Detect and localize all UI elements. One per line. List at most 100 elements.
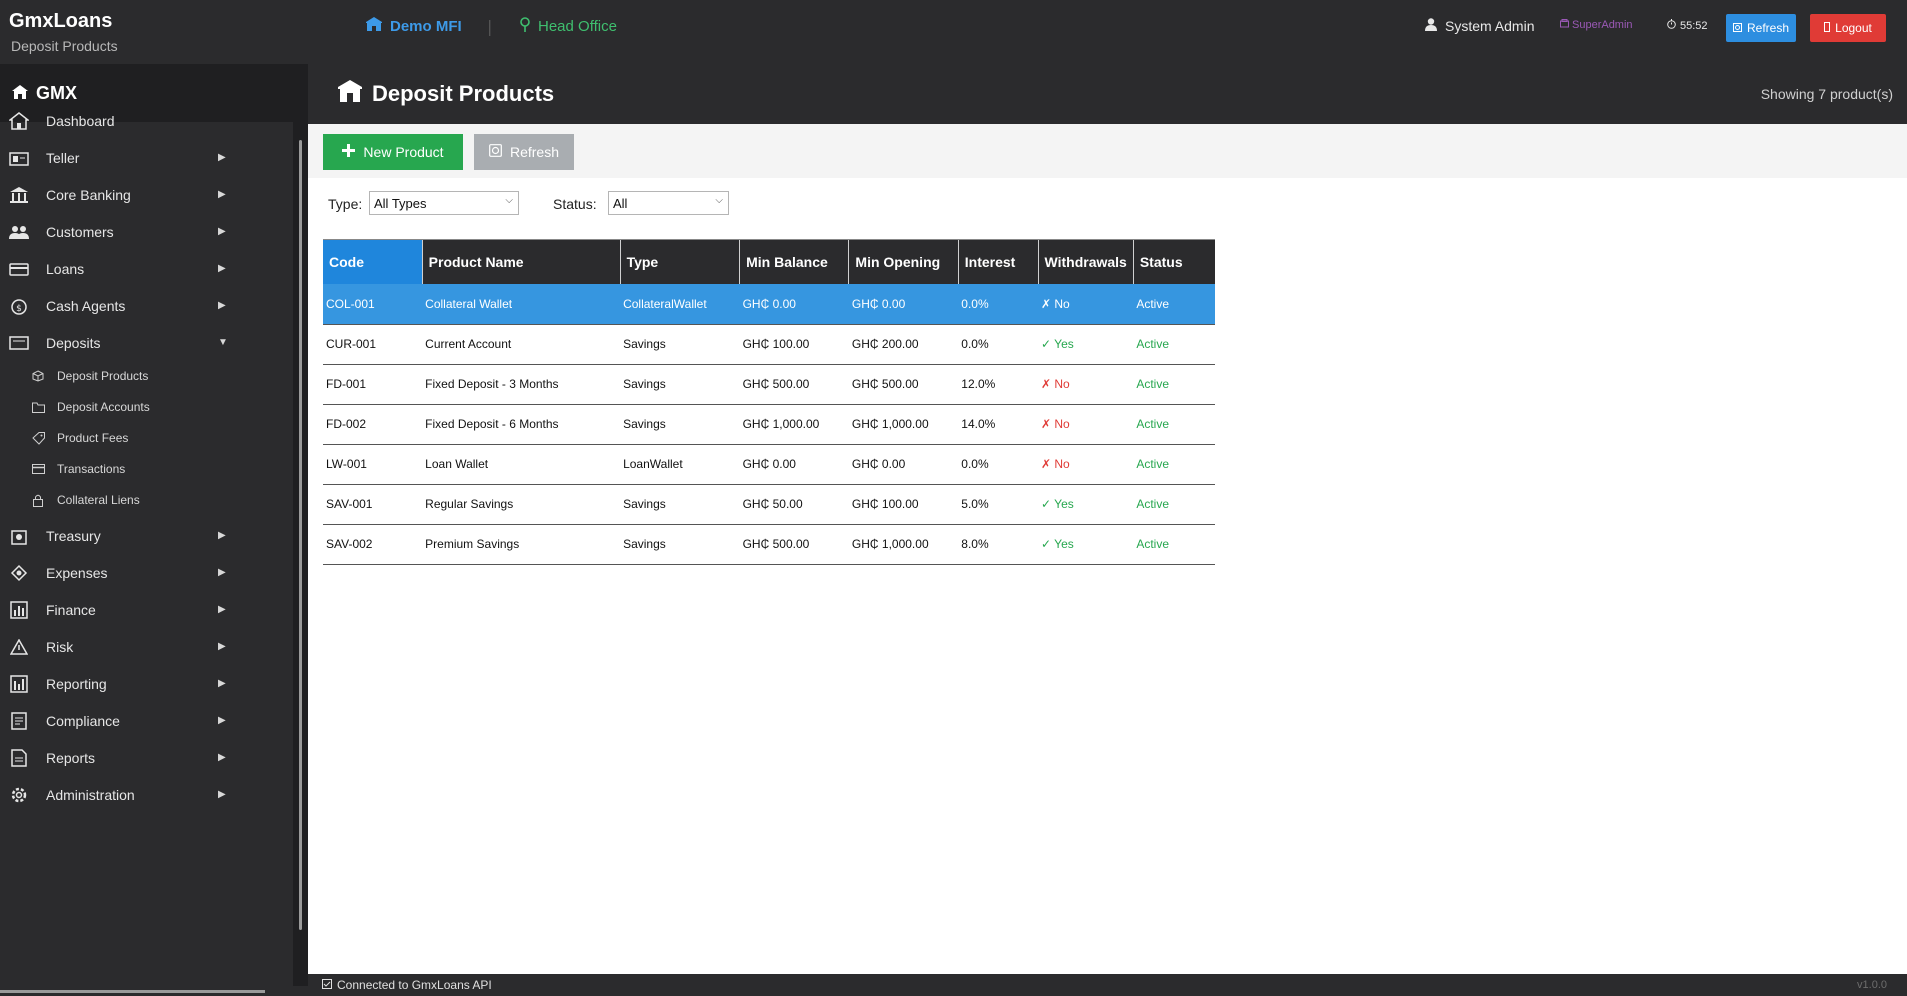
cell-interest: 8.0%: [958, 524, 1038, 565]
page-title: Deposit Products: [338, 80, 554, 108]
column-header-product-name[interactable]: Product Name: [422, 240, 621, 284]
sidebar-item-deposits[interactable]: Deposits ▼: [0, 320, 293, 365]
new-product-label: New Product: [363, 144, 444, 160]
branch[interactable]: Head Office: [520, 17, 617, 36]
sidebar-item-core-banking[interactable]: Core Banking ▶: [0, 172, 293, 217]
toolbar: New Product Refresh: [308, 124, 1907, 178]
status-filter-select[interactable]: All ⌵: [608, 191, 729, 215]
sidebar-item-reporting[interactable]: Reporting ▶: [0, 661, 293, 706]
cell-type: Savings: [620, 484, 740, 525]
bank-icon: [8, 184, 30, 206]
cell-code: LW-001: [323, 444, 423, 485]
sidebar-subitem-deposit-products[interactable]: Deposit Products: [0, 357, 293, 395]
column-header-status[interactable]: Status: [1133, 240, 1215, 284]
tag-icon: [30, 430, 46, 446]
app-version: v1.0.0: [1857, 979, 1887, 991]
sidebar-item-cash-agents[interactable]: $ Cash Agents ▶: [0, 283, 293, 328]
sidebar-subitem-transactions[interactable]: Transactions: [0, 450, 293, 488]
sidebar-item-label: Cash Agents: [46, 297, 126, 314]
teller-icon: [8, 147, 30, 169]
cell-interest: 0.0%: [958, 284, 1038, 325]
sidebar-item-loans[interactable]: Loans ▶: [0, 246, 293, 291]
chevron-down-icon: ⌵: [505, 195, 513, 206]
organization[interactable]: Demo MFI: [366, 17, 462, 35]
chevron-right-icon: ▶: [218, 567, 226, 578]
sidebar-item-label: Reporting: [46, 675, 107, 692]
logout-button[interactable]: Logout: [1810, 14, 1886, 42]
sidebar-item-teller[interactable]: Teller ▶: [0, 135, 293, 180]
sidebar-subitem-product-fees[interactable]: Product Fees: [0, 419, 293, 457]
column-header-min-opening[interactable]: Min Opening: [848, 240, 959, 284]
table-row[interactable]: LW-001 Loan Wallet LoanWallet GH₵ 0.00 G…: [323, 444, 1215, 485]
withdrawals-value: ✓ Yes: [1041, 337, 1074, 351]
cell-withdrawals: ✗ No: [1038, 284, 1134, 325]
sidebar-item-reports[interactable]: Reports ▶: [0, 735, 293, 780]
sidebar-item-label: Loans: [46, 260, 85, 277]
type-filter-select[interactable]: All Types ⌵: [369, 191, 519, 215]
cell-code: COL-001: [323, 284, 423, 325]
chevron-right-icon: ▶: [218, 715, 226, 726]
session-timer: 55:52: [1667, 19, 1708, 32]
cell-type: Savings: [620, 324, 740, 365]
column-header-interest[interactable]: Interest: [958, 240, 1039, 284]
sidebar-item-label: Reports: [46, 749, 96, 766]
cell-product-name: Regular Savings: [422, 484, 621, 525]
cell-withdrawals: ✓ Yes: [1038, 484, 1134, 525]
sidebar-item-expenses[interactable]: Expenses ▶: [0, 550, 293, 595]
status-value: Active: [1136, 457, 1170, 471]
sidebar-item-label: Treasury: [46, 527, 101, 544]
cell-withdrawals: ✗ No: [1038, 364, 1134, 405]
sidebar-item-compliance[interactable]: Compliance ▶: [0, 698, 293, 743]
user-icon: [1425, 18, 1437, 34]
deposits-icon: [8, 332, 30, 354]
logout-icon: [1824, 21, 1831, 35]
sidebar-item-treasury[interactable]: Treasury ▶: [0, 513, 293, 558]
sidebar-item-finance[interactable]: Finance ▶: [0, 587, 293, 632]
table-row[interactable]: SAV-002 Premium Savings Savings GH₵ 500.…: [323, 524, 1215, 565]
sidebar-item-label: Finance: [46, 601, 96, 618]
column-header-code[interactable]: Code: [323, 240, 423, 284]
cell-product-name: Collateral Wallet: [422, 284, 621, 325]
cell-product-name: Fixed Deposit - 3 Months: [422, 364, 621, 405]
table-row[interactable]: FD-001 Fixed Deposit - 3 Months Savings …: [323, 364, 1215, 405]
refresh-icon: [1732, 21, 1742, 35]
chevron-right-icon: ▶: [218, 530, 226, 541]
cell-min-opening: GH₵ 500.00: [848, 364, 959, 405]
reports-icon: [8, 747, 30, 769]
sidebar-subitem-deposit-accounts[interactable]: Deposit Accounts: [0, 388, 293, 426]
connection-status-text: Connected to GmxLoans API: [337, 978, 492, 992]
sidebar-item-dashboard[interactable]: Dashboard: [0, 98, 293, 143]
sidebar-scrollbar-thumb[interactable]: [299, 140, 302, 930]
cell-min-balance: GH₵ 1,000.00: [739, 404, 849, 445]
refresh-button[interactable]: Refresh: [474, 134, 574, 170]
table-row[interactable]: FD-002 Fixed Deposit - 6 Months Savings …: [323, 404, 1215, 445]
cell-code: FD-002: [323, 404, 423, 445]
cell-min-opening: GH₵ 0.00: [848, 284, 959, 325]
new-product-button[interactable]: New Product: [323, 134, 463, 170]
products-table: Code Product Name Type Min Balance Min O…: [323, 240, 1215, 565]
refresh-icon: [489, 144, 502, 160]
treasury-icon: [8, 525, 30, 547]
top-refresh-label: Refresh: [1746, 21, 1790, 35]
table-row[interactable]: COL-001 Collateral Wallet CollateralWall…: [323, 284, 1215, 325]
cell-interest: 0.0%: [958, 444, 1038, 485]
sidebar-brand[interactable]: GMX: [0, 64, 308, 122]
status-value: Active: [1136, 497, 1170, 511]
table-row[interactable]: CUR-001 Current Account Savings GH₵ 100.…: [323, 324, 1215, 365]
column-header-type[interactable]: Type: [620, 240, 741, 284]
cell-min-opening: GH₵ 1,000.00: [848, 404, 959, 445]
cell-interest: 0.0%: [958, 324, 1038, 365]
sidebar-subitem-collateral-liens[interactable]: Collateral Liens: [0, 481, 293, 519]
table-row[interactable]: SAV-001 Regular Savings Savings GH₵ 50.0…: [323, 484, 1215, 525]
logout-label: Logout: [1835, 21, 1872, 35]
sidebar-item-customers[interactable]: Customers ▶: [0, 209, 293, 254]
cell-min-opening: GH₵ 0.00: [848, 444, 959, 485]
sidebar-item-label: Teller: [46, 149, 80, 166]
sidebar-horizontal-scrollbar[interactable]: [0, 990, 265, 993]
current-user[interactable]: System Admin: [1425, 18, 1534, 34]
column-header-min-balance[interactable]: Min Balance: [739, 240, 850, 284]
column-header-withdrawals[interactable]: Withdrawals: [1038, 240, 1134, 284]
sidebar-item-risk[interactable]: Risk ▶: [0, 624, 293, 669]
top-refresh-button[interactable]: Refresh: [1726, 14, 1796, 42]
sidebar-item-administration[interactable]: Administration ▶: [0, 772, 293, 817]
